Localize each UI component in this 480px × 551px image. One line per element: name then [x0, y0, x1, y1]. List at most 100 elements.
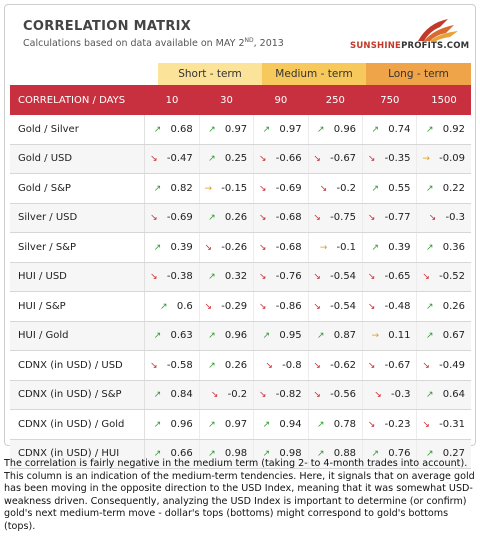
table-row: HUI / Gold ↗ 0.63 ↗ 0.96 ↗ 0.95 ↗ 0.87 → 0.11 ↗ 0.67	[10, 321, 471, 351]
arrow-up-green-icon: ↗	[208, 272, 216, 283]
arrow-down-red-icon: ↘	[422, 419, 430, 430]
arrow-down-red-icon: ↘	[258, 213, 267, 224]
correlation-value: 0.39	[170, 241, 193, 253]
correlation-value: 0.82	[170, 182, 193, 194]
arrow-down-red-icon: ↘	[367, 154, 376, 165]
correlation-value: 0.36	[442, 241, 465, 253]
correlation-cell: → -0.15	[198, 173, 254, 204]
sunshine-profits-logo: SUNSHINEPROFITS.COM	[350, 17, 470, 55]
arrow-down-red-icon: ↘	[422, 360, 430, 371]
correlation-cell: ↗ 0.26	[198, 203, 254, 233]
arrow-down-red-icon: ↘	[258, 272, 267, 283]
column-header-days: 10	[144, 85, 200, 115]
subtitle-date-suffix: ND	[244, 37, 254, 44]
correlation-cell: ↗ 0.39	[144, 232, 200, 263]
table-row: HUI / USD ↘ -0.38 ↗ 0.32 ↘ -0.76 ↘ -0.54 ↘ -0.65 ↘ -…	[10, 262, 471, 292]
row-label: CDNX (in USD) / Gold	[10, 409, 146, 440]
correlation-cell: ↘ -0.3	[362, 380, 417, 410]
correlation-value: -0.68	[275, 212, 302, 224]
correlation-cell: ↘ -0.65	[362, 262, 417, 292]
column-header-row: CORRELATION / DAYS 10 30 90 250 750 1500	[10, 85, 471, 115]
correlation-cell: ↘ -0.47	[144, 144, 200, 174]
row-label: Gold / USD	[10, 144, 146, 174]
arrow-up-green-icon: ↗	[425, 301, 434, 312]
correlation-cell: ↗ 0.26	[416, 291, 471, 322]
correlation-cell: ↘ -0.82	[253, 380, 309, 410]
correlation-cell: → -0.1	[307, 232, 363, 263]
arrow-down-red-icon: ↘	[367, 272, 376, 283]
correlation-value: 0.92	[442, 123, 465, 135]
arrow-down-red-icon: ↘	[422, 272, 430, 283]
correlation-value: -0.09	[439, 153, 465, 165]
arrow-down-red-icon: ↘	[313, 360, 321, 371]
matrix-title: CORRELATION MATRIX	[23, 19, 192, 34]
correlation-cell: ↗ 0.74	[362, 115, 417, 145]
arrow-down-red-icon: ↘	[210, 390, 219, 401]
column-header-days: 250	[308, 85, 363, 115]
correlation-value: 0.63	[170, 330, 193, 342]
correlation-value: 0.87	[333, 330, 357, 342]
correlation-cell: ↗ 0.87	[307, 321, 363, 351]
subtitle-date-text: Calculations based on data available on …	[23, 38, 245, 50]
correlation-value: -0.65	[384, 271, 411, 283]
correlation-cell: ↗ 0.22	[416, 173, 471, 204]
correlation-value: 0.22	[442, 182, 465, 194]
arrow-up-green-icon: ↗	[153, 242, 162, 253]
arrow-down-red-icon: ↘	[313, 390, 321, 401]
correlation-value: -0.69	[275, 182, 302, 194]
correlation-cell: ↗ 0.92	[416, 115, 471, 145]
correlation-value: -0.2	[227, 389, 248, 401]
table-row: CDNX (in USD) / USD ↘ -0.58 ↗ 0.26 ↘ -0.8 ↘ -0.6…	[10, 350, 471, 381]
correlation-value: 0.11	[388, 330, 411, 342]
arrow-up-green-icon: ↗	[425, 183, 434, 194]
logo-wordmark: SUNSHINEPROFITS.COM	[350, 41, 469, 51]
correlation-value: 0.39	[388, 241, 411, 253]
correlation-cell: ↗ 0.6	[144, 291, 200, 322]
analysis-note: The correlation is fairly negative in th…	[4, 458, 475, 532]
correlation-cell: ↘ -0.54	[307, 291, 363, 322]
logo-brand: SUNSHINE	[350, 41, 402, 51]
correlation-value: 0.95	[279, 330, 302, 342]
arrow-up-green-icon: ↗	[153, 183, 162, 194]
correlation-cell: ↘ -0.48	[362, 291, 417, 322]
correlation-value: 0.27	[442, 448, 465, 460]
arrow-down-red-icon: ↘	[374, 390, 382, 401]
correlation-cell: ↗ 0.88	[307, 439, 363, 469]
correlation-value: 0.84	[170, 389, 193, 401]
arrow-up-green-icon: ↗	[371, 449, 379, 460]
column-header-days: 90	[253, 85, 309, 115]
correlation-cell: ↘ -0.77	[362, 203, 417, 233]
correlation-value: -0.76	[275, 271, 302, 283]
arrow-down-red-icon: ↘	[265, 360, 273, 371]
column-header-days: 750	[362, 85, 417, 115]
arrow-down-red-icon: ↘	[313, 213, 321, 224]
correlation-cell: ↘ -0.75	[307, 203, 363, 233]
group-medium-term: Medium - term	[262, 63, 366, 85]
correlation-cell: ↗ 0.97	[198, 409, 254, 440]
correlation-value: -0.31	[439, 418, 465, 430]
correlation-value: -0.3	[390, 389, 411, 401]
table-row: CDNX (in USD) / S&P ↗ 0.84 ↘ -0.2 ↘ -0.82 ↘ -0.5…	[10, 380, 471, 410]
matrix-subtitle: Calculations based on data available on …	[23, 37, 284, 49]
correlation-value: -0.35	[384, 153, 411, 165]
arrow-up-green-icon: ↗	[153, 124, 162, 135]
correlation-cell: ↗ 0.67	[416, 321, 471, 351]
correlation-value: -0.52	[439, 271, 465, 283]
correlation-value: -0.38	[166, 271, 193, 283]
correlation-value: -0.69	[166, 212, 193, 224]
arrow-down-red-icon: ↘	[367, 213, 376, 224]
arrow-up-green-icon: ↗	[371, 124, 379, 135]
correlation-value: -0.2	[336, 182, 357, 194]
correlation-cell: ↗ 0.39	[362, 232, 417, 263]
table-row: Gold / USD ↘ -0.47 ↗ 0.25 ↘ -0.66 ↘ -0.67 ↘ -0.35 →…	[10, 144, 471, 174]
correlation-cell: ↘ -0.67	[362, 350, 417, 381]
correlation-cell: ↘ -0.66	[253, 144, 309, 174]
arrow-up-green-icon: ↗	[153, 449, 162, 460]
table-row: CDNX (in USD) / HUI ↗ 0.66 ↗ 0.98 ↗ 0.98 ↗ 0.88 ↗…	[10, 439, 471, 469]
arrow-down-red-icon: ↘	[313, 154, 321, 165]
arrow-down-red-icon: ↘	[313, 272, 321, 283]
arrow-up-green-icon: ↗	[425, 124, 434, 135]
subtitle-date-year: , 2013	[253, 38, 284, 50]
table-row: CDNX (in USD) / Gold ↗ 0.96 ↗ 0.97 ↗ 0.94 ↗ 0.78…	[10, 409, 471, 440]
correlation-value: -0.66	[275, 153, 302, 165]
